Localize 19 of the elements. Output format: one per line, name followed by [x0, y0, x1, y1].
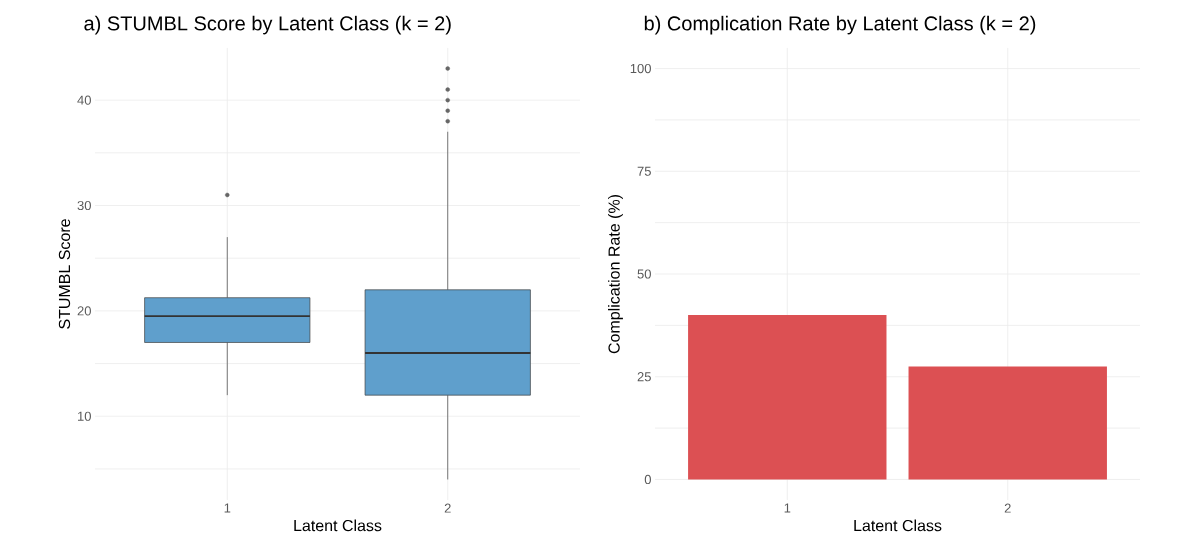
x-tick-label: 2	[1004, 503, 1011, 513]
y-tick-label: 100	[630, 63, 651, 74]
y-tick-label: 30	[77, 200, 91, 211]
y-axis-title: STUMBL Score	[58, 219, 71, 329]
x-tick-label: 1	[224, 503, 231, 513]
y-tick-label: 40	[77, 95, 91, 105]
y-tick-label: 75	[637, 166, 651, 176]
x-axis-title: Latent Class	[294, 519, 382, 532]
x-tick-label: 1	[784, 503, 791, 513]
chart-title: a) STUMBL Score by Latent Class (k = 2)	[84, 15, 451, 35]
y-axis-title: Complication Rate (%)	[608, 195, 623, 354]
y-tick-label: 10	[78, 411, 91, 421]
y-tick-label: 0	[644, 474, 651, 485]
y-tick-label: 25	[637, 372, 651, 382]
y-tick-label: 50	[637, 269, 651, 279]
chart-title: b) Complication Rate by Latent Class (k = 2)	[644, 15, 1036, 35]
x-tick-label: 2	[444, 503, 451, 513]
y-tick-label: 20	[77, 306, 91, 316]
x-axis-title: Latent Class	[854, 519, 942, 532]
